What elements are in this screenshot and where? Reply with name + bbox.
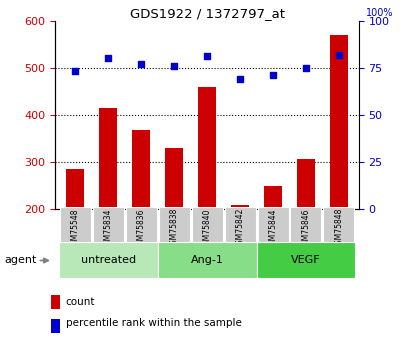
Point [335, 52, 342, 57]
Bar [125, 207, 156, 243]
Text: percentile rank within the sample: percentile rank within the sample [65, 318, 241, 327]
Title: GDS1922 / 1372797_at: GDS1922 / 1372797_at [129, 7, 284, 20]
Point [269, 72, 276, 78]
Bar [158, 207, 189, 243]
Text: Ang-1: Ang-1 [190, 255, 223, 265]
Text: GSM75844: GSM75844 [268, 208, 277, 249]
Point [105, 56, 111, 61]
Bar [296, 159, 314, 209]
Bar [99, 108, 117, 209]
Bar [59, 207, 90, 243]
Text: VEGF: VEGF [290, 255, 320, 265]
Point [203, 54, 210, 59]
Text: GSM75836: GSM75836 [136, 208, 145, 249]
Text: GSM75838: GSM75838 [169, 208, 178, 249]
Text: count: count [65, 297, 95, 307]
Bar [92, 207, 124, 243]
Text: GSM75548: GSM75548 [70, 208, 79, 249]
Text: GSM75842: GSM75842 [235, 208, 244, 249]
Bar [256, 241, 355, 278]
Bar [263, 186, 281, 209]
Bar [230, 205, 249, 209]
Text: GSM75834: GSM75834 [103, 208, 112, 249]
Text: GSM75846: GSM75846 [301, 208, 310, 249]
Point [137, 61, 144, 67]
Bar [323, 207, 354, 243]
Bar [58, 241, 157, 278]
Text: untreated: untreated [80, 255, 135, 265]
Point [72, 69, 78, 74]
Text: agent: agent [4, 256, 36, 265]
Bar [224, 207, 255, 243]
Bar [191, 207, 222, 243]
Bar [257, 207, 288, 243]
Text: GSM75848: GSM75848 [334, 208, 343, 249]
Bar [198, 87, 216, 209]
Bar [157, 241, 256, 278]
Text: GSM75840: GSM75840 [202, 208, 211, 249]
Bar [66, 169, 84, 209]
Bar [164, 148, 183, 209]
Bar [51, 319, 61, 333]
Bar [290, 207, 321, 243]
Point [236, 76, 243, 82]
Bar [329, 35, 347, 209]
Bar [51, 295, 61, 309]
Point [171, 63, 177, 69]
Point [302, 65, 308, 70]
Text: 100%: 100% [365, 8, 392, 18]
Bar [132, 130, 150, 209]
